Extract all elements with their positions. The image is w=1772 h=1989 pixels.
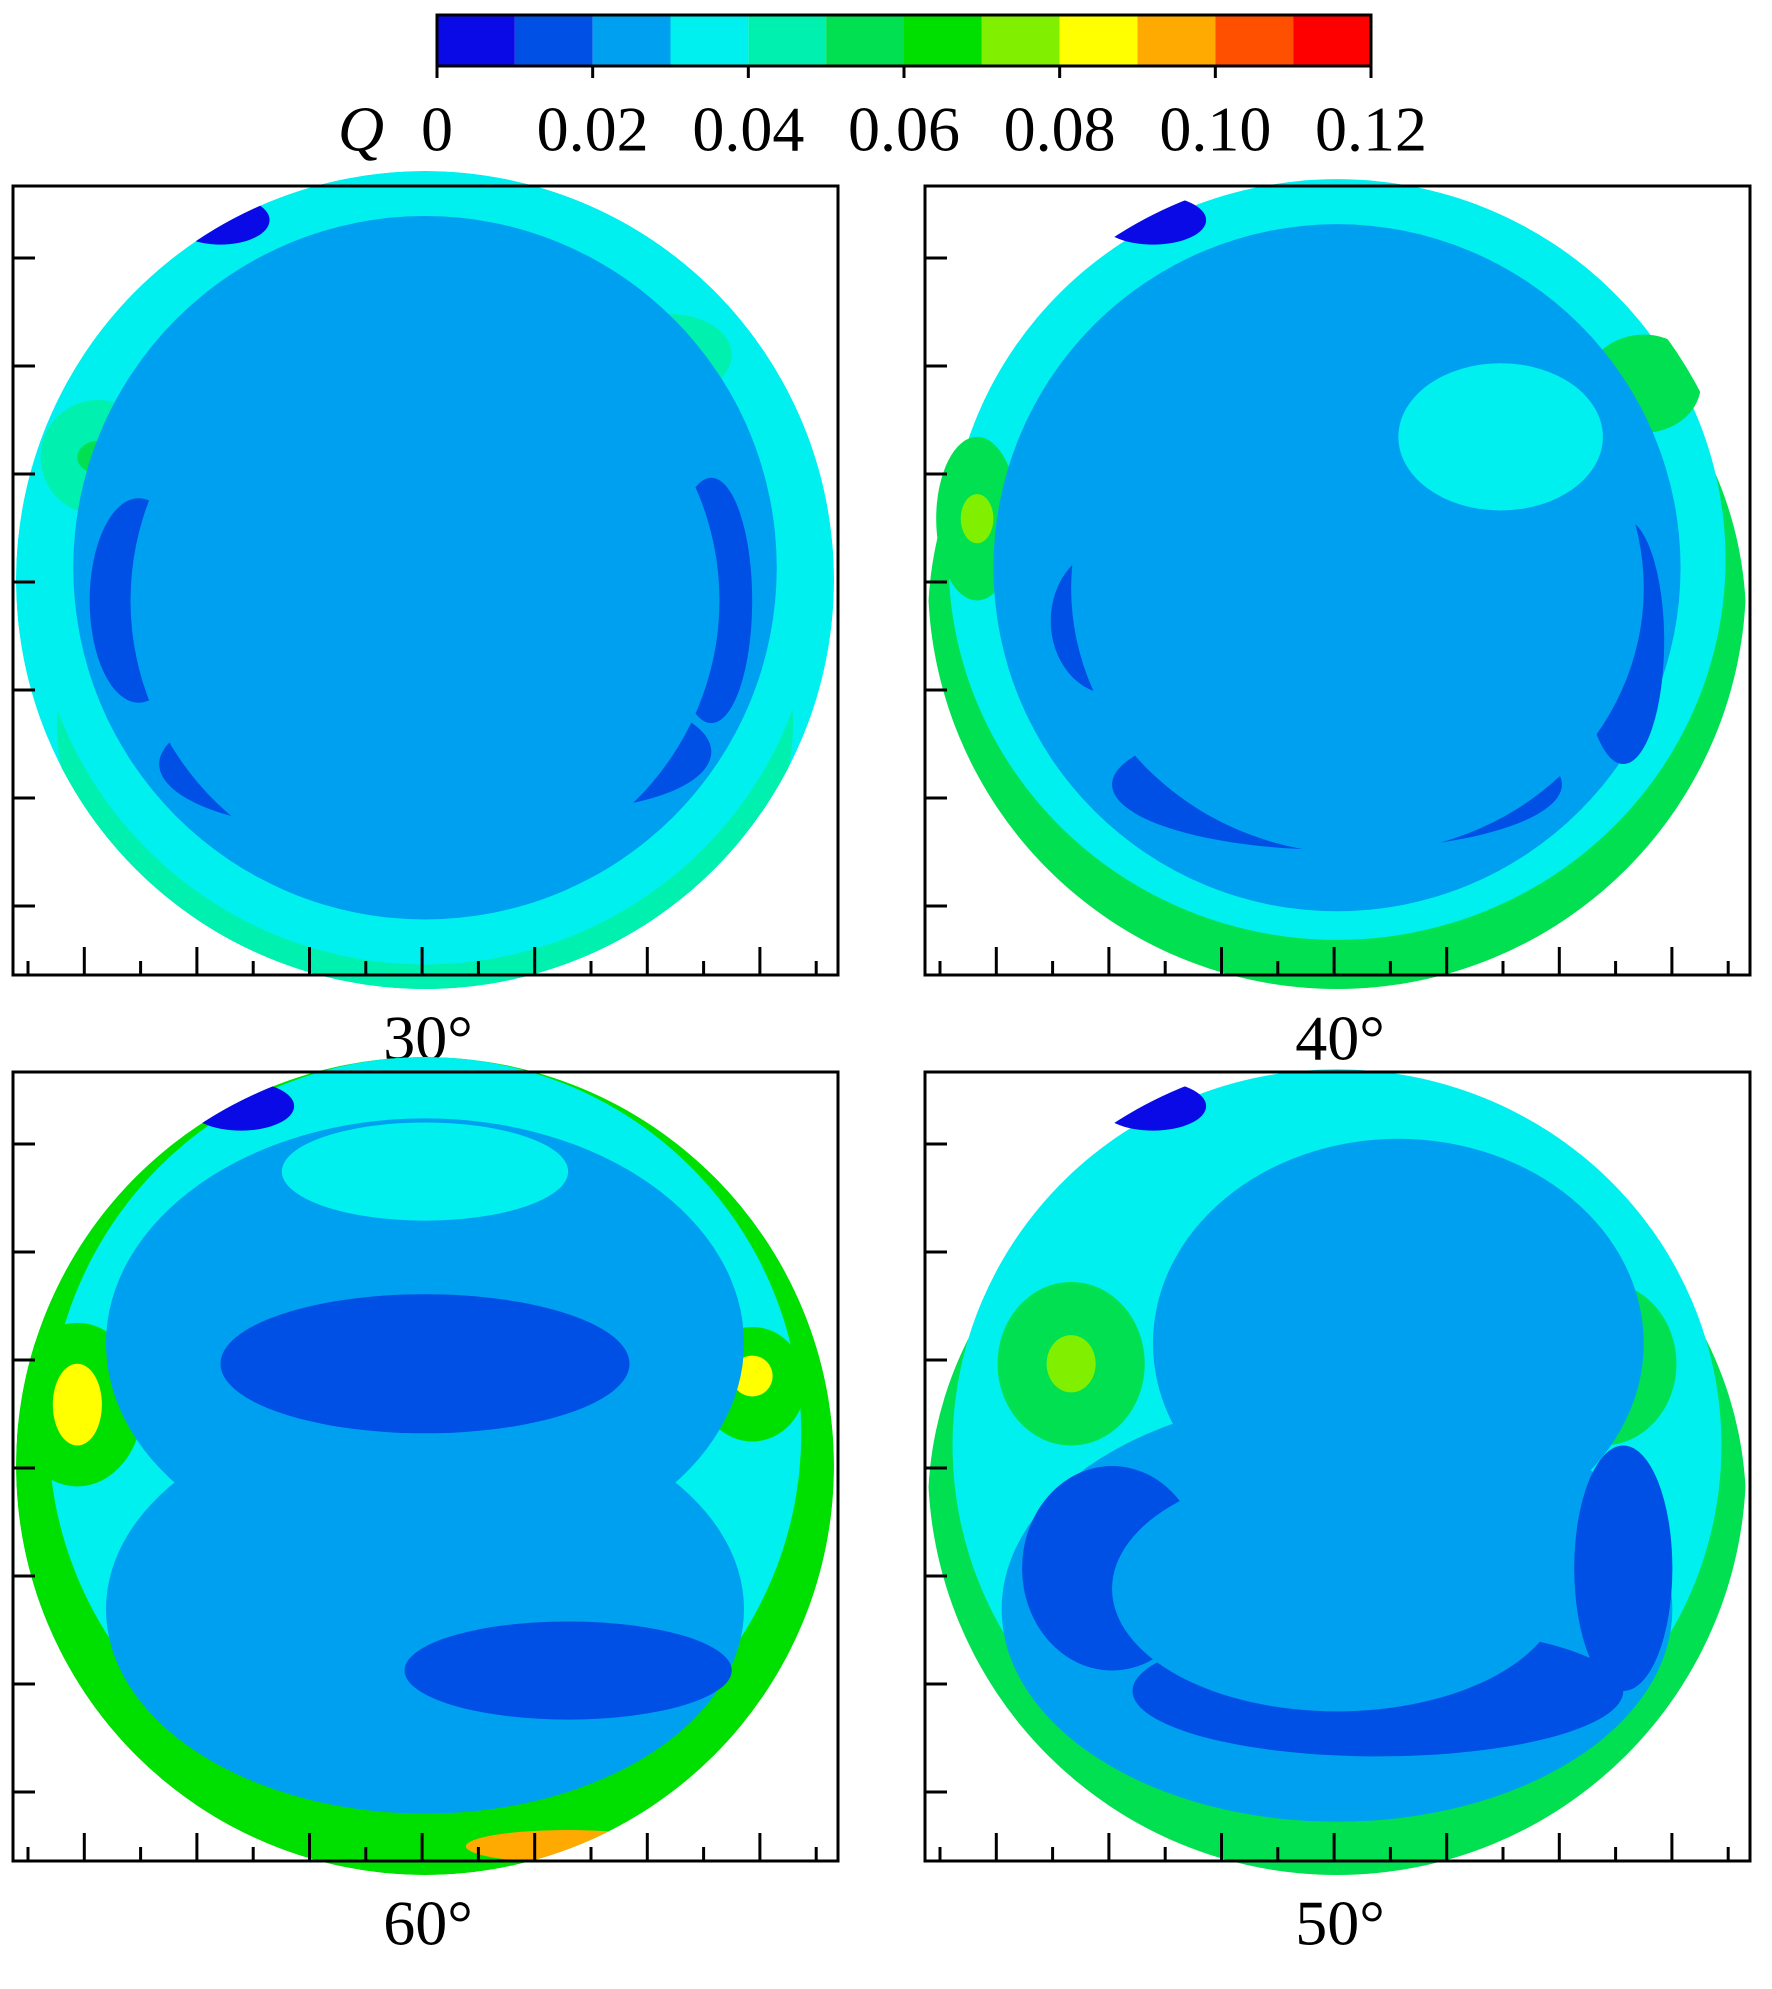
contour-region xyxy=(187,1081,295,1131)
colorbar-tick-label: 0.06 xyxy=(848,94,960,165)
panel-title: 60° xyxy=(383,1888,473,1959)
contour-field xyxy=(928,1069,1746,1875)
colorbar-tick-label: 0 xyxy=(421,94,453,165)
colorbar-segment xyxy=(1059,15,1138,66)
contour-field xyxy=(16,171,834,989)
contour-region xyxy=(1046,1335,1096,1393)
contour-region xyxy=(1099,1081,1207,1131)
colorbar-segment xyxy=(670,15,749,66)
contour-region xyxy=(281,1122,569,1221)
contour-region xyxy=(1574,1445,1673,1691)
colorbar-segment xyxy=(1293,15,1371,66)
colorbar-label: Q xyxy=(338,94,384,165)
contour-region xyxy=(960,494,994,544)
colorbar-tick-label: 0.02 xyxy=(537,94,649,165)
colorbar-segment xyxy=(514,15,593,66)
contour-region xyxy=(1398,363,1603,511)
colorbar-tick-label: 0.04 xyxy=(692,94,804,165)
colorbar-segment xyxy=(592,15,671,66)
contour-region xyxy=(404,1621,732,1720)
colorbar-segment xyxy=(826,15,904,66)
contour-region xyxy=(52,1363,102,1446)
contour-region xyxy=(105,1404,745,1814)
colorbar-tick-label: 0.12 xyxy=(1315,94,1427,165)
panel-title: 40° xyxy=(1295,1003,1385,1074)
colorbar-segment xyxy=(1137,15,1216,66)
colorbar-tick-label: 0.08 xyxy=(1004,94,1116,165)
contour-region xyxy=(171,195,270,245)
colorbar-segment xyxy=(1215,15,1294,66)
contour-region xyxy=(130,314,720,887)
contour-region xyxy=(1099,195,1207,245)
contour-field xyxy=(928,179,1746,989)
contour-region xyxy=(465,1830,671,1863)
colorbar-segment xyxy=(748,15,827,66)
contour-region xyxy=(220,1294,630,1434)
contour-field xyxy=(16,1057,834,1875)
panel-title: 50° xyxy=(1295,1888,1385,1959)
colorbar-tick-label: 0.10 xyxy=(1159,94,1271,165)
contour-region xyxy=(1112,1466,1562,1712)
colorbar-segment xyxy=(437,15,515,66)
colorbar-segment xyxy=(904,15,982,66)
colorbar-segment xyxy=(981,15,1060,66)
